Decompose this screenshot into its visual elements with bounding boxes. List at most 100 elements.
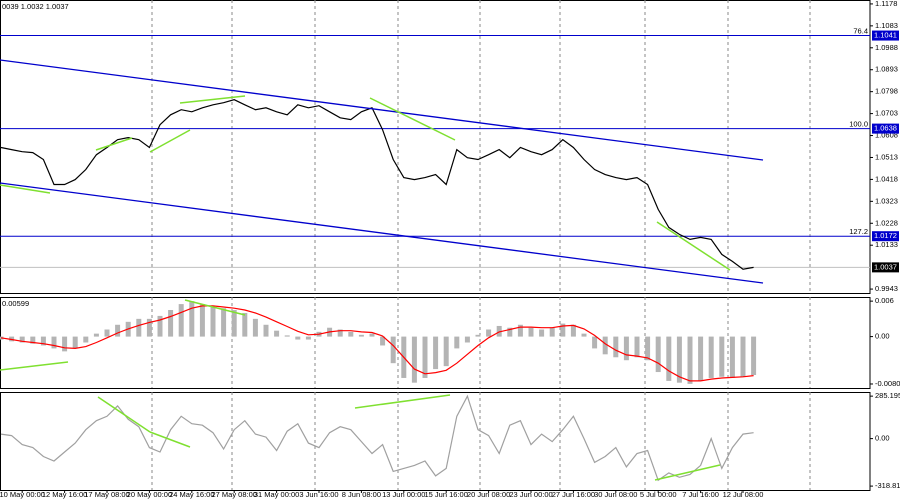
histogram-bar xyxy=(263,324,269,337)
histogram-bar xyxy=(645,336,651,361)
level-label: 76.4 xyxy=(853,27,868,36)
histogram-bar xyxy=(634,336,640,358)
histogram-bar xyxy=(252,318,258,337)
histogram-bar xyxy=(157,315,163,337)
x-tick-label: 5 Jul 00:00 xyxy=(640,490,677,499)
y-tick-label: 0.006 xyxy=(875,296,894,305)
x-tick-label: 12 Jul 08:00 xyxy=(723,490,764,499)
histogram-bar xyxy=(274,330,280,337)
x-tick-label: 30 Jun 08:00 xyxy=(594,490,637,499)
histogram-bar xyxy=(390,336,396,364)
histogram-bar xyxy=(613,336,619,358)
divergence-line xyxy=(149,431,191,448)
histogram-bar xyxy=(623,336,629,361)
x-tick-label: 13 Jun 00:00 xyxy=(382,490,425,499)
histogram-bar xyxy=(40,336,46,346)
histogram-bar xyxy=(104,329,110,337)
histogram-bar xyxy=(602,336,608,355)
channel-line xyxy=(0,182,764,284)
x-tick-label: 31 May 00:00 xyxy=(254,490,299,499)
x-tick-label: 20 May 00:00 xyxy=(127,490,172,499)
histogram-bar xyxy=(433,336,439,370)
x-tick-label: 3 Jun 16:00 xyxy=(299,490,338,499)
histogram-bar xyxy=(30,336,36,344)
histogram-bar xyxy=(136,318,142,337)
x-tick-label: 23 Jun 00:00 xyxy=(509,490,552,499)
series-line xyxy=(0,99,754,270)
histogram-bar xyxy=(751,336,757,375)
histogram-bar xyxy=(496,325,502,337)
histogram-bar xyxy=(369,333,375,337)
histogram-bar xyxy=(729,336,735,378)
histogram-bar xyxy=(676,336,682,383)
y-tick-label: 1.0133 xyxy=(875,240,898,249)
divergence-line xyxy=(95,137,133,151)
level-label: 127.2 xyxy=(849,227,868,236)
histogram-bar xyxy=(666,336,672,381)
y-tick-label: 1.1178 xyxy=(875,0,897,8)
decorations xyxy=(0,59,764,481)
y-tick-label: 1.0798 xyxy=(875,87,898,96)
y-tick-label: 0.00 xyxy=(875,332,890,341)
price-box-label: 1.1041 xyxy=(874,31,897,40)
series-line xyxy=(0,394,754,482)
histogram-bar xyxy=(539,329,545,337)
y-tick-label: 285.1954 xyxy=(875,391,900,400)
histogram-bar xyxy=(581,333,587,337)
histogram-bar xyxy=(348,331,354,337)
divergence-line xyxy=(97,396,151,433)
divergence-line xyxy=(149,129,191,153)
histogram-bar xyxy=(740,336,746,377)
x-tick-label: 20 Jun 08:00 xyxy=(467,490,510,499)
price-box-label: 1.0638 xyxy=(874,124,897,133)
panel-frame xyxy=(0,392,871,491)
histogram-bar xyxy=(221,308,227,337)
histogram-bar xyxy=(422,336,428,378)
histogram-bar xyxy=(719,336,725,377)
panel-frame xyxy=(0,0,871,294)
histogram-bar xyxy=(687,336,693,384)
histogram-bar xyxy=(411,336,417,383)
histogram-bar xyxy=(549,327,555,337)
histogram-bar xyxy=(178,304,184,337)
histogram-bar xyxy=(199,304,205,337)
panel-header: 0.00599 xyxy=(2,299,29,308)
histogram-bar xyxy=(83,336,89,343)
histogram-bar xyxy=(380,336,386,346)
histogram-bar xyxy=(284,335,290,337)
divergence-line xyxy=(656,221,731,271)
divergence-line xyxy=(354,394,451,409)
x-tick-label: 17 May 08:00 xyxy=(84,490,129,499)
divergence-line xyxy=(0,361,69,371)
histogram-bar xyxy=(62,336,68,352)
histogram-bar xyxy=(454,336,460,349)
histogram-bar xyxy=(592,336,598,349)
panel-header: 0039 1.0032 1.0037 xyxy=(2,2,69,11)
level-label: 100.0 xyxy=(849,120,868,129)
x-tick-label: 15 Jun 16:00 xyxy=(425,490,468,499)
channel-line xyxy=(0,59,764,161)
y-tick-label: -318.8114 xyxy=(875,481,900,490)
y-tick-label: 1.0228 xyxy=(875,218,898,227)
divergence-line xyxy=(654,464,721,481)
price-box xyxy=(872,231,899,242)
y-tick-label: 1.0893 xyxy=(875,65,898,74)
y-tick-label: 0.00 xyxy=(875,434,890,443)
histogram-bar xyxy=(655,336,661,373)
y-tick-label: 1.0608 xyxy=(875,131,898,140)
divergence-line xyxy=(369,97,456,141)
current-price-label: 1.0037 xyxy=(874,262,897,271)
histogram-bar xyxy=(168,310,174,337)
histogram-bar xyxy=(93,333,99,337)
price-box xyxy=(872,30,899,41)
histogram-bar xyxy=(51,336,57,349)
panel-frame xyxy=(0,297,871,389)
histogram-bar xyxy=(570,324,576,337)
histogram-bar xyxy=(19,336,25,343)
x-tick-label: 8 Jun 08:00 xyxy=(342,490,381,499)
histogram-bar xyxy=(295,336,301,340)
histogram-bar xyxy=(464,336,470,343)
histogram-bar xyxy=(72,336,78,349)
histogram-bar xyxy=(507,327,513,337)
